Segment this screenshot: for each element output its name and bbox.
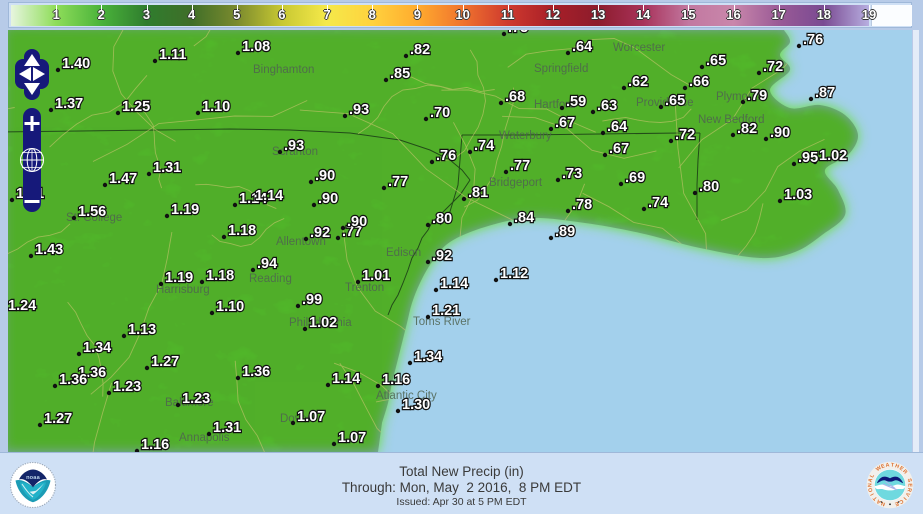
- svg-text:Reading: Reading: [249, 273, 292, 285]
- svg-text:1.21: 1.21: [432, 303, 460, 319]
- svg-text:.64: .64: [572, 39, 592, 55]
- svg-text:.72: .72: [675, 127, 695, 143]
- svg-text:1.10: 1.10: [216, 299, 244, 315]
- svg-text:1.08: 1.08: [242, 39, 270, 55]
- svg-text:.90: .90: [347, 214, 367, 230]
- svg-text:1.16: 1.16: [382, 372, 410, 388]
- svg-text:1.47: 1.47: [109, 171, 137, 187]
- svg-text:.73: .73: [508, 30, 528, 36]
- svg-text:.90: .90: [318, 191, 338, 207]
- svg-text:1.03: 1.03: [784, 187, 812, 203]
- svg-text:1.07: 1.07: [297, 409, 325, 425]
- svg-text:1.18: 1.18: [206, 268, 234, 284]
- svg-text:1.31: 1.31: [213, 420, 241, 436]
- svg-text:.87: .87: [815, 85, 835, 101]
- svg-text:.77: .77: [510, 158, 530, 174]
- svg-text:1.43: 1.43: [35, 242, 63, 258]
- svg-text:.93: .93: [284, 138, 304, 154]
- svg-text:.92: .92: [310, 225, 330, 241]
- svg-text:1.01: 1.01: [362, 268, 390, 284]
- svg-text:.99: .99: [302, 292, 322, 308]
- svg-text:.92: .92: [432, 248, 452, 264]
- svg-text:1.30: 1.30: [402, 397, 430, 413]
- svg-text:.80: .80: [432, 211, 452, 227]
- svg-text:1.02: 1.02: [819, 148, 847, 164]
- svg-text:1.14: 1.14: [440, 276, 468, 292]
- svg-text:1.31: 1.31: [153, 160, 181, 176]
- svg-text:.65: .65: [665, 93, 685, 109]
- svg-text:1.02: 1.02: [309, 315, 337, 331]
- svg-text:Waterbury: Waterbury: [499, 130, 552, 142]
- svg-text:.80: .80: [699, 179, 719, 195]
- svg-text:Springfield: Springfield: [534, 63, 588, 75]
- svg-text:.63: .63: [597, 98, 617, 114]
- svg-text:.78: .78: [572, 197, 592, 213]
- svg-text:.90: .90: [770, 125, 790, 141]
- svg-text:.73: .73: [562, 166, 582, 182]
- svg-text:1.16: 1.16: [141, 437, 169, 452]
- svg-text:1.24: 1.24: [8, 298, 36, 314]
- svg-text:.79: .79: [747, 88, 767, 104]
- svg-text:.67: .67: [609, 141, 629, 157]
- svg-text:1.37: 1.37: [55, 96, 83, 112]
- svg-text:.74: .74: [648, 195, 668, 211]
- svg-text:Bridgeport: Bridgeport: [489, 177, 543, 189]
- svg-text:1.36: 1.36: [242, 364, 270, 380]
- svg-text:.74: .74: [474, 138, 494, 154]
- svg-text:1.11: 1.11: [159, 47, 186, 63]
- svg-text:.59: .59: [566, 94, 586, 110]
- svg-text:.90: .90: [315, 168, 335, 184]
- svg-text:1.14: 1.14: [255, 188, 283, 204]
- svg-text:.77: .77: [388, 174, 408, 190]
- svg-text:.69: .69: [625, 170, 645, 186]
- svg-text:1.34: 1.34: [83, 340, 111, 356]
- svg-text:1.25: 1.25: [122, 99, 150, 115]
- svg-text:1.27: 1.27: [44, 411, 72, 427]
- svg-text:.64: .64: [607, 119, 627, 135]
- svg-text:1.13: 1.13: [128, 322, 156, 338]
- svg-text:.82: .82: [737, 121, 757, 137]
- svg-text:1.56: 1.56: [78, 204, 106, 220]
- svg-text:1.19: 1.19: [165, 270, 193, 286]
- svg-text:1.19: 1.19: [171, 202, 199, 218]
- svg-text:.76: .76: [803, 32, 823, 48]
- svg-text:.85: .85: [390, 66, 410, 82]
- svg-text:.93: .93: [349, 102, 369, 118]
- svg-text:.95: .95: [798, 150, 818, 166]
- svg-text:1.40: 1.40: [62, 56, 90, 72]
- svg-text:.62: .62: [628, 74, 648, 90]
- svg-text:1.23: 1.23: [182, 391, 210, 407]
- svg-text:1.12: 1.12: [500, 266, 528, 282]
- svg-text:1.10: 1.10: [202, 99, 230, 115]
- svg-text:Edison: Edison: [386, 247, 421, 259]
- svg-text:.66: .66: [689, 74, 709, 90]
- svg-text:.81: .81: [468, 185, 488, 201]
- svg-text:.84: .84: [514, 210, 534, 226]
- svg-text:.67: .67: [555, 115, 575, 131]
- svg-text:1.07: 1.07: [338, 430, 366, 446]
- svg-text:1.27: 1.27: [151, 354, 179, 370]
- svg-text:.76: .76: [436, 148, 456, 164]
- svg-text:1.18: 1.18: [228, 223, 256, 239]
- svg-text:.72: .72: [763, 59, 783, 75]
- svg-text:Binghamton: Binghamton: [253, 64, 314, 76]
- svg-text:1.14: 1.14: [332, 371, 360, 387]
- svg-text:.65: .65: [706, 53, 726, 69]
- svg-text:.68: .68: [505, 89, 525, 105]
- svg-text:.70: .70: [430, 105, 450, 121]
- svg-text:1.36: 1.36: [59, 372, 87, 388]
- svg-text:.82: .82: [410, 42, 430, 58]
- svg-text:1.23: 1.23: [113, 379, 141, 395]
- svg-text:.94: .94: [257, 256, 277, 272]
- svg-text:Worcester: Worcester: [613, 42, 665, 54]
- svg-text:.89: .89: [555, 224, 575, 240]
- svg-text:1.34: 1.34: [414, 349, 442, 365]
